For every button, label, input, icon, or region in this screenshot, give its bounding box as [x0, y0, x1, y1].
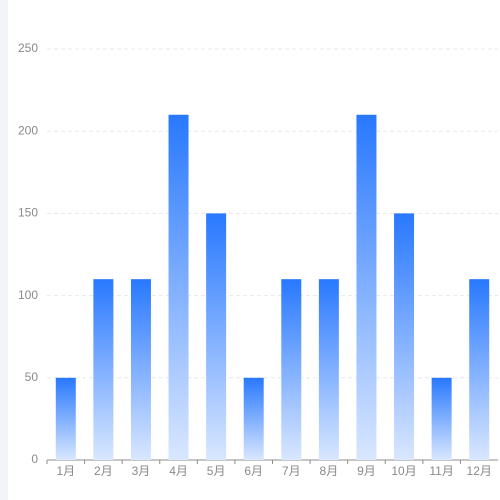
y-tick-label: 150	[18, 206, 38, 220]
bar	[93, 279, 114, 460]
x-tick-label: 11月	[429, 464, 453, 478]
bar	[168, 114, 189, 460]
x-tick-label: 6月	[244, 464, 263, 478]
bar	[431, 377, 452, 460]
x-tick-label: 5月	[207, 464, 226, 478]
x-tick-label: 9月	[357, 464, 376, 478]
bar	[55, 377, 76, 460]
y-tick-label: 0	[31, 452, 38, 466]
y-tick-label: 50	[25, 370, 39, 384]
x-tick-label: 2月	[94, 464, 113, 478]
bar	[243, 377, 264, 460]
x-tick-label: 8月	[320, 464, 339, 478]
x-tick-label: 12月	[467, 464, 492, 478]
bar	[356, 114, 377, 460]
y-tick-label: 200	[18, 123, 38, 137]
bar	[281, 279, 302, 460]
x-tick-label: 1月	[56, 464, 75, 478]
bar	[394, 213, 415, 460]
bar	[130, 279, 151, 460]
x-tick-label: 10月	[391, 464, 416, 478]
bar	[206, 213, 227, 460]
y-tick-label: 250	[18, 41, 38, 55]
x-tick-label: 7月	[282, 464, 301, 478]
bar	[469, 279, 490, 460]
x-tick-label: 4月	[169, 464, 188, 478]
bar	[318, 279, 339, 460]
x-tick-label: 3月	[132, 464, 151, 478]
y-tick-label: 100	[18, 288, 38, 302]
